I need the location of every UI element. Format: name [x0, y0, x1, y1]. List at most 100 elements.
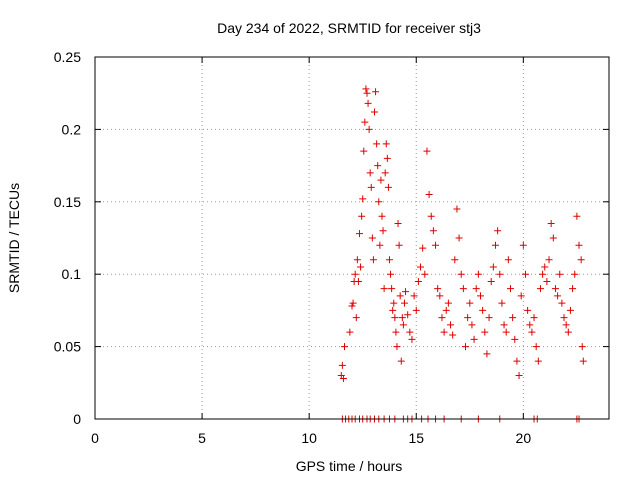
data-point: [425, 191, 433, 199]
data-point: [545, 256, 553, 264]
data-point: [414, 277, 422, 285]
data-point: [560, 314, 568, 322]
data-point: [464, 314, 472, 322]
data-point: [341, 343, 349, 351]
data-point: [421, 270, 429, 278]
data-point: [396, 292, 404, 300]
data-point: [349, 299, 357, 307]
x-tick-label: 15: [408, 430, 424, 446]
x-axis-label: GPS time / hours: [296, 458, 403, 474]
data-point: [459, 285, 467, 293]
y-tick-label: 0.25: [54, 49, 81, 65]
data-point: [483, 350, 491, 358]
data-point: [348, 302, 356, 310]
data-point: [491, 241, 499, 249]
data-point: [376, 241, 384, 249]
data-point: [368, 234, 376, 242]
data-point: [361, 118, 369, 126]
data-point: [551, 285, 559, 293]
data-point: [449, 331, 457, 339]
data-point: [370, 108, 378, 116]
data-point: [474, 270, 482, 278]
data-point: [360, 147, 368, 155]
data-point: [554, 292, 562, 300]
data-point: [423, 147, 431, 155]
data-point: [436, 292, 444, 300]
data-point: [410, 292, 418, 300]
data-point: [444, 299, 452, 307]
data-point: [351, 270, 359, 278]
data-point: [517, 292, 525, 300]
data-point: [369, 256, 377, 264]
data-point: [408, 335, 416, 343]
data-point: [393, 343, 401, 351]
data-point: [346, 328, 354, 336]
data-point: [515, 372, 523, 380]
data-point: [352, 314, 360, 322]
data-point: [357, 263, 365, 271]
data-point: [382, 140, 390, 148]
data-point: [364, 99, 372, 107]
data-point: [362, 85, 370, 93]
data-point: [489, 263, 497, 271]
x-tick-label: 5: [198, 430, 206, 446]
data-point: [400, 299, 408, 307]
data-point: [502, 328, 510, 336]
data-point: [543, 277, 551, 285]
data-point: [366, 169, 374, 177]
data-point: [387, 270, 395, 278]
data-point: [389, 306, 397, 314]
data-point: [354, 277, 362, 285]
data-point: [541, 263, 549, 271]
x-ticks: 0 5 10 15 20: [91, 57, 531, 446]
data-point: [487, 277, 495, 285]
data-point: [479, 306, 487, 314]
data-point: [398, 314, 406, 322]
data-point: [556, 270, 564, 278]
data-point: [534, 357, 542, 365]
data-point: [466, 299, 474, 307]
data-point: [378, 212, 386, 220]
y-tick-label: 0.05: [54, 339, 81, 355]
y-tick-label: 0.1: [62, 266, 82, 282]
data-point: [569, 285, 577, 293]
data-point: [506, 285, 514, 293]
data-point: [358, 212, 366, 220]
data-point: [379, 227, 387, 235]
data-points: [337, 85, 587, 423]
data-point: [579, 357, 587, 365]
data-point: [380, 285, 388, 293]
data-point: [419, 244, 427, 252]
data-point: [372, 88, 380, 96]
data-point: [339, 374, 347, 382]
data-point: [536, 285, 544, 293]
data-point: [375, 198, 383, 206]
plot-frame: [94, 56, 610, 420]
data-point: [359, 195, 367, 203]
data-point: [468, 321, 476, 329]
data-point: [575, 241, 583, 249]
data-point: [432, 241, 440, 249]
data-point: [519, 241, 527, 249]
data-point: [526, 321, 534, 329]
data-point: [442, 306, 450, 314]
data-point: [373, 140, 381, 148]
data-point: [562, 321, 570, 329]
data-point: [367, 183, 375, 191]
data-point: [455, 234, 463, 242]
data-point: [472, 285, 480, 293]
y-tick-label: 0.2: [62, 121, 82, 137]
data-point: [363, 89, 371, 97]
data-point: [498, 299, 506, 307]
data-point: [532, 343, 540, 351]
data-point: [383, 154, 391, 162]
x-tick-label: 0: [91, 430, 99, 446]
data-point: [374, 162, 382, 170]
data-point: [573, 212, 581, 220]
data-point: [470, 335, 478, 343]
data-point: [547, 220, 555, 228]
data-point: [427, 212, 435, 220]
data-point: [390, 299, 398, 307]
data-point: [509, 314, 517, 322]
